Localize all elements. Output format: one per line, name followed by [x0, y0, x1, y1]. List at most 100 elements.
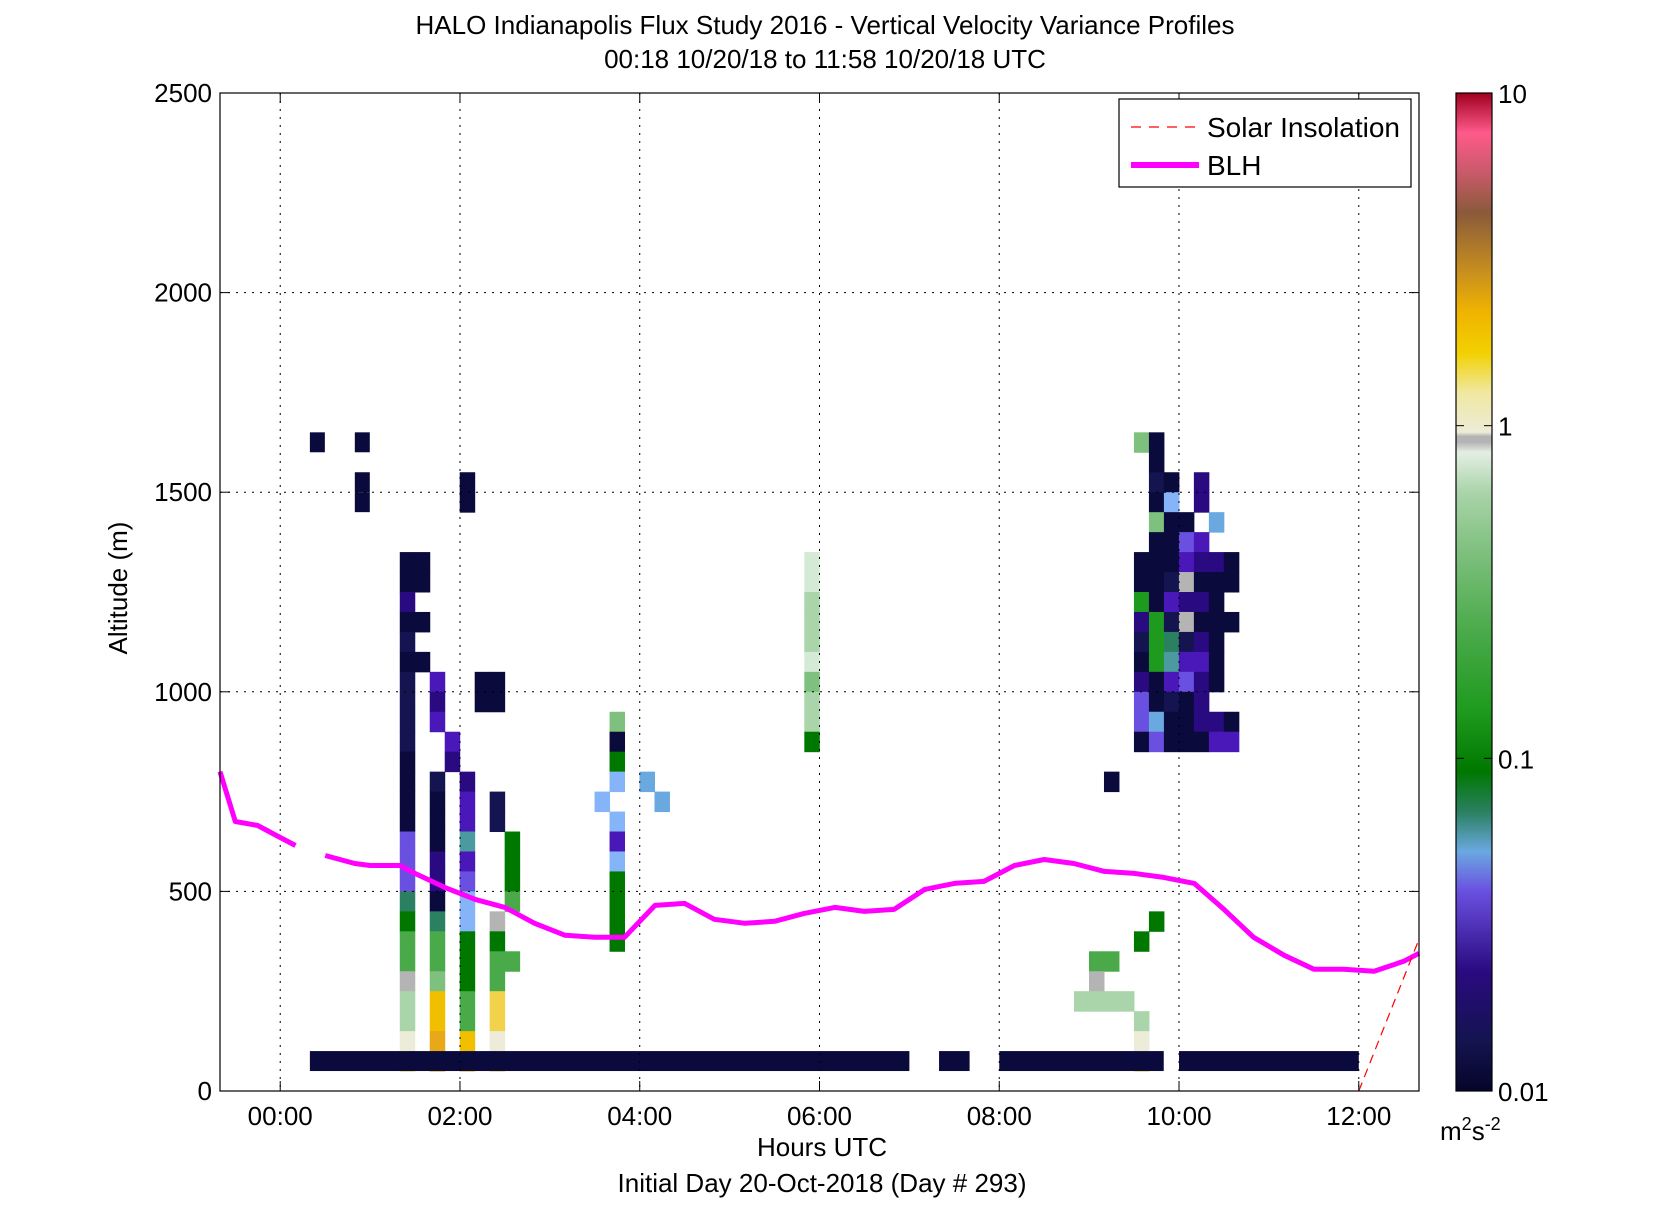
heatmap-cell — [489, 971, 506, 992]
heatmap-cell — [1208, 651, 1225, 673]
y-tick-label: 1500 — [154, 477, 212, 507]
heatmap-cell — [1148, 731, 1165, 753]
heatmap-cell — [1148, 651, 1165, 673]
heatmap-cell — [1088, 951, 1105, 972]
heatmap-cell — [1148, 492, 1165, 513]
heatmap-cell — [459, 931, 476, 952]
heatmap-cell — [399, 691, 416, 713]
heatmap-cell — [1178, 552, 1195, 573]
heatmap-cell — [489, 1031, 506, 1052]
heatmap-cell — [1178, 651, 1195, 673]
heatmap-cell — [399, 1031, 416, 1052]
heatmap-cell — [489, 671, 506, 693]
heatmap-cell — [414, 552, 431, 573]
heatmap-cell — [1133, 691, 1150, 713]
colorbar-unit-label: m2s-2 — [1440, 1114, 1501, 1146]
heatmap-cell — [429, 791, 446, 813]
heatmap-cell — [1148, 911, 1165, 932]
heatmap-cell — [1208, 711, 1225, 733]
heatmap-cell — [489, 991, 506, 1012]
heatmap-cell — [1163, 572, 1180, 593]
heatmap-cell — [609, 871, 626, 892]
heatmap-cell — [609, 891, 626, 912]
heatmap-cell — [1148, 532, 1165, 553]
heatmap-cell — [459, 991, 476, 1012]
heatmap-cell — [429, 931, 446, 952]
heatmap-cell — [1223, 572, 1240, 593]
chart-subtitle: 00:18 10/20/18 to 11:58 10/20/18 UTC — [604, 44, 1046, 74]
heatmap-cell — [1193, 711, 1210, 733]
heatmap-cell — [1148, 611, 1165, 633]
heatmap-cell — [504, 871, 521, 892]
heatmap-cell — [1178, 572, 1195, 593]
heatmap-cell — [429, 911, 446, 932]
heatmap-cell — [1133, 711, 1150, 733]
heatmap-cell — [399, 671, 416, 693]
heatmap-cell — [1163, 651, 1180, 673]
heatmap-cell — [1208, 572, 1225, 593]
heatmap-cell — [1163, 631, 1180, 653]
heatmap-cell — [489, 691, 506, 713]
heatmap-cell — [459, 951, 476, 972]
x-axis-label: Hours UTC — [757, 1132, 887, 1162]
x-tick-label: 06:00 — [787, 1101, 852, 1131]
heatmap-cell — [1208, 592, 1225, 613]
y-tick-label: 2500 — [154, 78, 212, 108]
heatmap-cell — [1148, 552, 1165, 573]
heatmap-cell — [459, 971, 476, 992]
heatmap-cell — [429, 691, 446, 713]
heatmap-cell — [1163, 532, 1180, 553]
heatmap-cell — [489, 951, 506, 972]
heatmap-cell — [1163, 671, 1180, 693]
heatmap-cell — [609, 851, 626, 872]
heatmap-cell — [429, 1011, 446, 1032]
y-tick-label: 2000 — [154, 278, 212, 308]
y-tick-label: 0 — [198, 1076, 212, 1106]
heatmap-cell — [399, 572, 416, 593]
y-tick-label: 1000 — [154, 677, 212, 707]
heatmap-cell — [1088, 991, 1105, 1012]
heatmap-cell — [1163, 691, 1180, 713]
heatmap-cell — [399, 1011, 416, 1032]
heatmap-cell — [1133, 611, 1150, 633]
heatmap-cell — [1133, 432, 1150, 453]
heatmap-cell — [1118, 991, 1135, 1012]
heatmap-cell — [1133, 671, 1150, 693]
heatmap-cell — [459, 472, 476, 493]
heatmap-cell — [414, 611, 431, 633]
heatmap-cell — [399, 831, 416, 852]
heatmap-cell — [354, 472, 370, 493]
heatmap-cell — [1148, 432, 1165, 453]
heatmap-cell — [459, 911, 476, 932]
heatmap-cell — [1074, 991, 1090, 1012]
heatmap-cell — [1148, 711, 1165, 733]
heatmap-cell — [804, 572, 820, 593]
blh-line — [217, 770, 297, 848]
colorbar: 0.01 0.1 1 10 m2s-2 — [1440, 79, 1549, 1146]
colorbar-tick-label: 0.1 — [1498, 744, 1534, 774]
heatmap-cell — [1178, 592, 1195, 613]
heatmap-cell — [1133, 1011, 1150, 1032]
heatmap-cell — [309, 1051, 910, 1072]
y-tick-label: 500 — [169, 876, 212, 906]
heatmap-cell — [489, 791, 506, 813]
heatmap-cell — [1193, 611, 1210, 633]
heatmap-cell — [1223, 611, 1240, 633]
x-tick-label: 10:00 — [1146, 1101, 1211, 1131]
heatmap-cell — [504, 951, 521, 972]
heatmap-cell — [1178, 671, 1195, 693]
heatmap-cell — [309, 432, 325, 453]
heatmap-cell — [609, 911, 626, 932]
heatmap-cell — [399, 771, 416, 793]
heatmap-cell — [609, 711, 626, 733]
heatmap-cell — [1163, 711, 1180, 733]
heatmap-cell — [459, 771, 476, 793]
heatmap-cell — [1148, 671, 1165, 693]
heatmap-cell — [1193, 731, 1210, 753]
x-tick-label: 08:00 — [967, 1101, 1032, 1131]
heatmap-cell — [1148, 512, 1165, 533]
chart-footer: Initial Day 20-Oct-2018 (Day # 293) — [618, 1168, 1027, 1198]
heatmap-cell — [1208, 631, 1225, 653]
heatmap-cell — [429, 851, 446, 872]
heatmap-cell — [804, 651, 820, 673]
